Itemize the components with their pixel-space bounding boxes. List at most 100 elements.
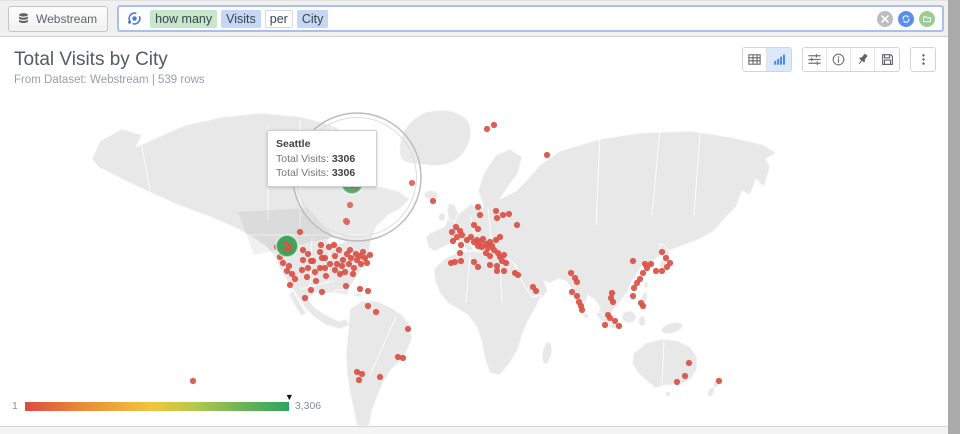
city-dot[interactable] xyxy=(361,254,369,262)
city-dot[interactable] xyxy=(493,267,501,275)
city-dot[interactable] xyxy=(647,260,655,268)
city-dot[interactable] xyxy=(500,251,508,259)
city-dot[interactable] xyxy=(633,279,641,287)
city-dot[interactable] xyxy=(658,248,666,256)
city-dot[interactable] xyxy=(356,285,364,293)
city-dot[interactable] xyxy=(486,252,494,260)
city-dot[interactable] xyxy=(715,377,723,385)
city-dot[interactable] xyxy=(449,237,457,245)
city-dot[interactable] xyxy=(338,262,346,270)
city-dot[interactable] xyxy=(452,223,460,231)
city-dot[interactable] xyxy=(532,287,540,295)
city-dot[interactable] xyxy=(301,294,309,302)
city-dot[interactable] xyxy=(483,125,491,133)
city-dot[interactable] xyxy=(578,306,586,314)
scrollbar-track[interactable] xyxy=(948,0,960,434)
city-dot[interactable] xyxy=(316,264,324,272)
city-dot[interactable] xyxy=(343,218,351,226)
save-button[interactable] xyxy=(875,48,899,71)
city-dot[interactable] xyxy=(514,271,522,279)
city-dot[interactable] xyxy=(408,179,416,187)
city-dot[interactable] xyxy=(567,269,575,277)
city-dot[interactable] xyxy=(513,221,521,229)
sync-icon[interactable] xyxy=(898,10,914,27)
city-dot[interactable] xyxy=(457,257,465,265)
city-dot[interactable] xyxy=(347,254,355,262)
chart-view-button[interactable] xyxy=(767,48,791,71)
city-dot[interactable] xyxy=(298,266,306,274)
city-dot[interactable] xyxy=(318,288,326,296)
city-dot[interactable] xyxy=(404,325,412,333)
city-dot[interactable] xyxy=(470,258,478,266)
city-dot[interactable] xyxy=(372,308,380,316)
city-dot[interactable] xyxy=(662,254,670,262)
city-dot[interactable] xyxy=(376,373,384,381)
city-dot[interactable] xyxy=(573,278,581,286)
city-dot[interactable] xyxy=(601,321,609,329)
city-dot[interactable] xyxy=(299,256,307,264)
city-dot[interactable] xyxy=(363,259,371,267)
city-dot[interactable] xyxy=(474,263,482,271)
city-dot[interactable] xyxy=(350,264,358,272)
city-dot[interactable] xyxy=(448,228,456,236)
city-dot[interactable] xyxy=(364,287,372,295)
city-dot[interactable] xyxy=(346,246,354,254)
city-dot[interactable] xyxy=(681,372,689,380)
city-dot[interactable] xyxy=(505,210,513,218)
query-token[interactable]: City xyxy=(296,9,329,28)
city-dot[interactable] xyxy=(499,211,507,219)
city-dot[interactable] xyxy=(629,292,637,300)
city-dot[interactable] xyxy=(279,259,287,267)
city-dot[interactable] xyxy=(359,248,367,256)
city-dot[interactable] xyxy=(331,252,339,260)
city-dot[interactable] xyxy=(639,302,647,310)
query-token[interactable]: per xyxy=(264,9,293,28)
city-dot[interactable] xyxy=(429,197,437,205)
city-dot[interactable] xyxy=(288,270,296,278)
city-dot[interactable] xyxy=(353,368,361,376)
city-dot[interactable] xyxy=(493,262,501,270)
city-dot[interactable] xyxy=(470,221,478,229)
city-dot[interactable] xyxy=(333,260,341,268)
world-map[interactable] xyxy=(0,95,948,426)
cluster-marker[interactable] xyxy=(275,234,299,258)
city-dot[interactable] xyxy=(685,359,693,367)
city-dot[interactable] xyxy=(321,264,329,272)
city-dot[interactable] xyxy=(304,264,312,272)
city-dot[interactable] xyxy=(457,241,465,249)
folder-icon[interactable] xyxy=(919,10,935,27)
city-dot[interactable] xyxy=(573,292,581,300)
city-dot[interactable] xyxy=(615,322,623,330)
clear-icon[interactable] xyxy=(877,10,893,27)
query-token[interactable]: how many xyxy=(150,9,218,28)
city-dot[interactable] xyxy=(321,254,329,262)
city-dot[interactable] xyxy=(658,267,666,275)
city-dot[interactable] xyxy=(399,354,407,362)
more-menu-button[interactable] xyxy=(911,48,935,71)
city-dot[interactable] xyxy=(336,270,344,278)
city-dot[interactable] xyxy=(453,233,461,241)
city-dot[interactable] xyxy=(331,266,339,274)
city-dot[interactable] xyxy=(486,261,494,269)
pin-button[interactable] xyxy=(851,48,875,71)
city-dot[interactable] xyxy=(673,378,681,386)
city-dot[interactable] xyxy=(291,275,299,283)
city-dot[interactable] xyxy=(496,233,504,241)
city-dot[interactable] xyxy=(543,151,551,159)
city-dot[interactable] xyxy=(358,370,366,378)
city-dot[interactable] xyxy=(606,314,614,322)
city-dot[interactable] xyxy=(608,289,616,297)
city-dot[interactable] xyxy=(643,264,651,272)
city-dot[interactable] xyxy=(458,231,466,239)
city-dot[interactable] xyxy=(325,243,333,251)
city-dot[interactable] xyxy=(339,256,347,264)
city-dot[interactable] xyxy=(330,241,338,249)
city-dot[interactable] xyxy=(312,277,320,285)
city-dot[interactable] xyxy=(311,268,319,276)
city-dot[interactable] xyxy=(355,376,363,384)
city-dot[interactable] xyxy=(394,353,402,361)
city-dot[interactable] xyxy=(283,267,291,275)
city-dot[interactable] xyxy=(341,268,349,276)
city-dot[interactable] xyxy=(285,262,293,270)
city-dot[interactable] xyxy=(357,260,365,268)
